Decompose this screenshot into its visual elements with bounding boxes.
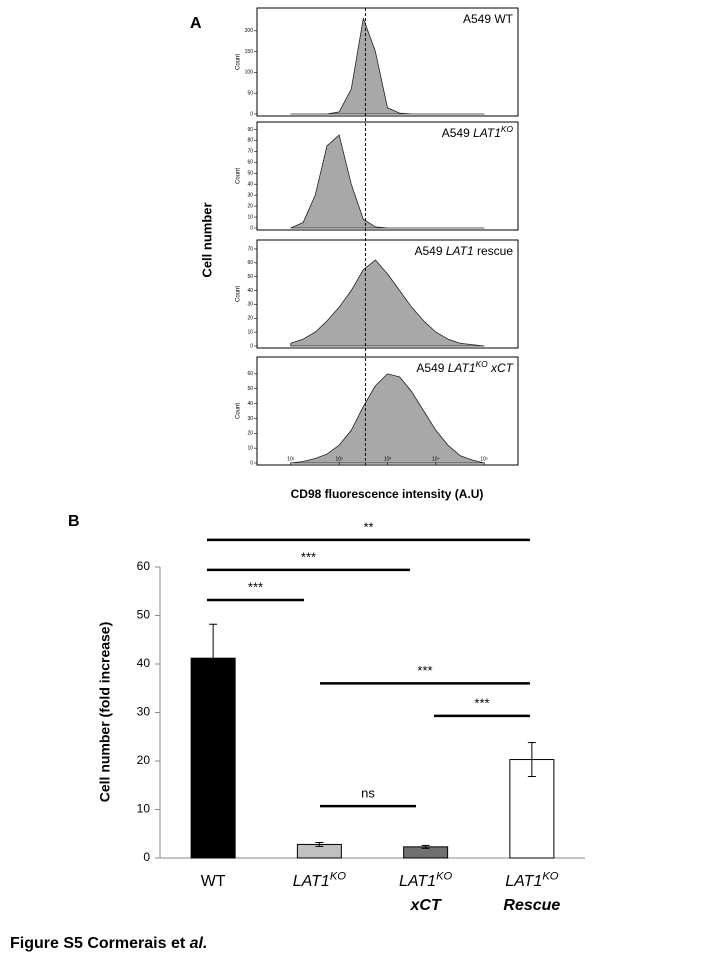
text-run: KO xyxy=(330,870,346,882)
text-run: Figure S5 Cormerais et xyxy=(10,935,190,952)
text-run: LAT1 xyxy=(505,873,542,890)
text-run: WT xyxy=(201,873,226,890)
y-tick-label: 40 xyxy=(247,182,253,188)
x-tick-label: LAT1KO xyxy=(399,870,453,890)
y-tick-label: 20 xyxy=(247,203,253,209)
significance-label: *** xyxy=(248,579,263,594)
histogram xyxy=(290,134,485,229)
y-tick-label: 50 xyxy=(247,91,253,97)
y-tick-label: 60 xyxy=(247,160,253,166)
text-run: LAT1 xyxy=(473,126,501,140)
significance-label: *** xyxy=(474,695,489,710)
x-tick-label: 10³ xyxy=(384,456,392,462)
x-tick-label: 10² xyxy=(336,456,344,462)
y-tick-label: 20 xyxy=(247,431,253,437)
y-tick-label: 70 xyxy=(247,149,253,155)
y-axis-title: Cell number xyxy=(199,202,214,277)
y-tick-label: 10 xyxy=(137,802,151,816)
y-tick-label: 10 xyxy=(247,445,253,451)
y-tick-label: 200 xyxy=(245,28,254,34)
panel-title: A549 LAT1KO xCT xyxy=(416,359,514,375)
text-run: A549 xyxy=(416,361,447,375)
text-run: al. xyxy=(190,935,208,952)
y-tick-label: 0 xyxy=(250,343,253,349)
panel-title: A549 LAT1KO xyxy=(442,124,514,140)
y-tick-label: 0 xyxy=(143,850,150,864)
text-run: rescue xyxy=(474,244,514,258)
y-tick-label: 20 xyxy=(137,753,151,767)
y-tick-label: 50 xyxy=(247,386,253,392)
y-tick-label: 10 xyxy=(247,329,253,335)
panel-label: A xyxy=(190,15,202,32)
y-tick-label: 0 xyxy=(250,111,253,117)
text-run: A549 xyxy=(414,244,445,258)
x-tick-label: WT xyxy=(201,873,226,890)
text-run: Rescue xyxy=(503,897,560,914)
x-tick-label: xCT xyxy=(410,897,442,914)
y-tick-label: 40 xyxy=(247,288,253,294)
text-run: KO xyxy=(501,124,514,134)
caption: Figure S5 Cormerais et al. xyxy=(10,935,207,952)
y-tick-label: 0 xyxy=(250,225,253,231)
y-axis-label: Count xyxy=(236,286,242,302)
y-tick-label: 40 xyxy=(137,656,151,670)
x-axis-title: CD98 fluorescence intensity (A.U) xyxy=(291,487,484,501)
text-run: KO xyxy=(542,870,558,882)
y-tick-label: 0 xyxy=(250,460,253,466)
significance-label: *** xyxy=(301,549,316,564)
text-run: LAT1 xyxy=(446,244,474,258)
text-run: xCT xyxy=(410,897,442,914)
text-run: A549 WT xyxy=(463,12,514,26)
panel-title: A549 LAT1 rescue xyxy=(414,244,513,258)
y-tick-label: 30 xyxy=(247,416,253,422)
y-axis-label: Count xyxy=(236,403,242,419)
y-tick-label: 50 xyxy=(137,608,151,622)
y-axis-title: Cell number (fold increase) xyxy=(97,622,113,802)
significance-label: *** xyxy=(417,663,432,678)
y-axis-label: Count xyxy=(236,168,242,184)
y-tick-label: 70 xyxy=(247,246,253,252)
text-run: KO xyxy=(436,870,452,882)
text-run: LAT1 xyxy=(399,873,436,890)
y-tick-label: 100 xyxy=(245,70,254,76)
histogram xyxy=(290,373,485,464)
y-tick-label: 50 xyxy=(247,274,253,280)
y-tick-label: 30 xyxy=(247,302,253,308)
text-run: KO xyxy=(476,359,489,369)
y-tick-label: 60 xyxy=(137,559,151,573)
histogram xyxy=(290,17,485,115)
x-tick-label: Rescue xyxy=(503,897,560,914)
y-tick-label: 150 xyxy=(245,49,254,55)
plot-frame xyxy=(256,121,519,231)
y-tick-label: 10 xyxy=(247,214,253,220)
x-tick-label: 10⁴ xyxy=(432,456,440,462)
y-tick-label: 60 xyxy=(247,371,253,377)
significance-label: ** xyxy=(363,519,373,534)
x-tick-label: LAT1KO xyxy=(293,870,347,890)
y-tick-label: 40 xyxy=(247,401,253,407)
y-tick-label: 30 xyxy=(137,705,151,719)
x-tick-label: 10¹ xyxy=(287,456,295,462)
y-tick-label: 90 xyxy=(247,127,253,133)
text-run: LAT1 xyxy=(448,361,476,375)
y-tick-label: 20 xyxy=(247,316,253,322)
y-tick-label: 80 xyxy=(247,138,253,144)
panel-title: A549 WT xyxy=(463,12,514,26)
y-tick-label: 30 xyxy=(247,192,253,198)
x-tick-label: 10⁵ xyxy=(480,456,488,462)
significance-label: ns xyxy=(361,786,375,801)
y-axis-label: Count xyxy=(236,54,242,70)
x-tick-label: LAT1KO xyxy=(505,870,559,890)
text-run: xCT xyxy=(488,361,515,375)
y-tick-label: 50 xyxy=(247,171,253,177)
plot-frame xyxy=(256,7,519,117)
panel-label: B xyxy=(68,513,80,530)
text-run: LAT1 xyxy=(293,873,330,890)
text-run: A549 xyxy=(442,126,473,140)
histogram xyxy=(290,259,485,347)
y-tick-label: 60 xyxy=(247,260,253,266)
